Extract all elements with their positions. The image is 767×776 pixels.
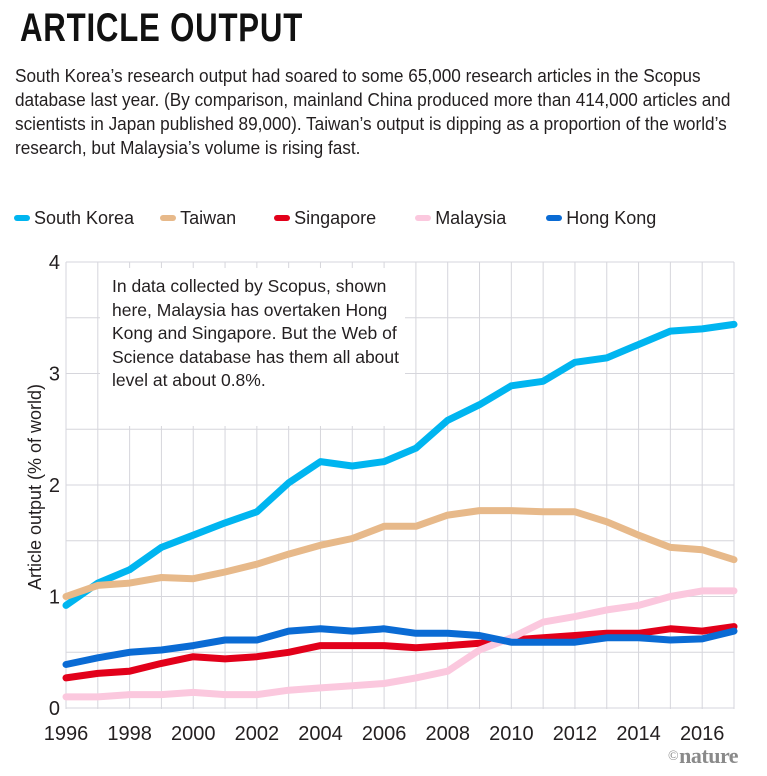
chart-title: ARTICLE OUTPUT bbox=[20, 6, 304, 50]
legend-swatch-malaysia bbox=[415, 215, 432, 221]
legend-swatch-taiwan bbox=[160, 215, 177, 221]
legend-label: Hong Kong bbox=[566, 207, 657, 228]
x-tick-label: 2002 bbox=[235, 723, 280, 745]
legend-item-hong-kong: Hong Kong bbox=[546, 208, 656, 229]
y-axis-label: Article output (% of world) bbox=[25, 384, 45, 590]
series-line-singapore bbox=[62, 623, 738, 682]
x-tick-label: 1998 bbox=[107, 723, 152, 745]
x-tick-label: 2004 bbox=[298, 723, 343, 745]
x-tick-label: 2014 bbox=[616, 723, 661, 745]
y-tick-label: 0 bbox=[49, 698, 60, 720]
series-line-taiwan bbox=[62, 507, 738, 600]
series-lines bbox=[62, 320, 738, 701]
legend-label: South Korea bbox=[34, 207, 135, 228]
x-tick-label: 2008 bbox=[425, 723, 470, 745]
x-tick-label: 1996 bbox=[44, 723, 89, 745]
legend-label: Taiwan bbox=[180, 207, 237, 228]
series-line-hong-kong bbox=[62, 625, 738, 668]
copyright-symbol: © bbox=[668, 749, 679, 764]
nature-logo: nature bbox=[679, 743, 739, 768]
x-tick-label: 2012 bbox=[553, 723, 598, 745]
x-tick-label: 2006 bbox=[362, 723, 407, 745]
y-tick-label: 1 bbox=[49, 587, 60, 609]
legend-swatch-hong-kong bbox=[546, 215, 563, 221]
series-line-malaysia bbox=[62, 587, 738, 701]
annotation-background bbox=[100, 268, 405, 426]
series-line-south-korea bbox=[62, 320, 738, 609]
line-chart: 0 1 2 3 4 1996 1998 2000 2002 2004 2006 2008 2010 20… bbox=[25, 252, 738, 745]
y-tick-label: 3 bbox=[49, 364, 60, 386]
x-tick-label: 2010 bbox=[489, 723, 534, 745]
y-axis-ticks: 0 1 2 3 4 bbox=[49, 252, 60, 720]
legend-label: Malaysia bbox=[435, 207, 507, 228]
x-axis-ticks: 1996 1998 2000 2002 2004 2006 2008 2010 2012 2014… bbox=[44, 723, 725, 745]
legend-item-taiwan: Taiwan bbox=[160, 208, 236, 229]
legend: South Korea Taiwan Singapore Malaysia Ho… bbox=[14, 205, 656, 231]
x-tick-label: 2016 bbox=[680, 723, 725, 745]
legend-swatch-singapore bbox=[274, 215, 291, 221]
y-tick-label: 2 bbox=[49, 475, 60, 497]
legend-item-singapore: Singapore bbox=[274, 208, 376, 229]
legend-swatch-south-korea bbox=[14, 215, 30, 221]
legend-item-south-korea: South Korea bbox=[14, 208, 134, 229]
legend-item-malaysia: Malaysia bbox=[415, 208, 506, 229]
chart-subtitle: South Korea’s research output had soared… bbox=[15, 65, 731, 158]
chart-annotation: In data collected by Scopus, shown here,… bbox=[112, 276, 399, 390]
x-tick-label: 2000 bbox=[171, 723, 216, 745]
y-tick-label: 4 bbox=[49, 252, 60, 274]
legend-label: Singapore bbox=[294, 207, 377, 228]
nature-credit: ©nature bbox=[668, 743, 739, 769]
